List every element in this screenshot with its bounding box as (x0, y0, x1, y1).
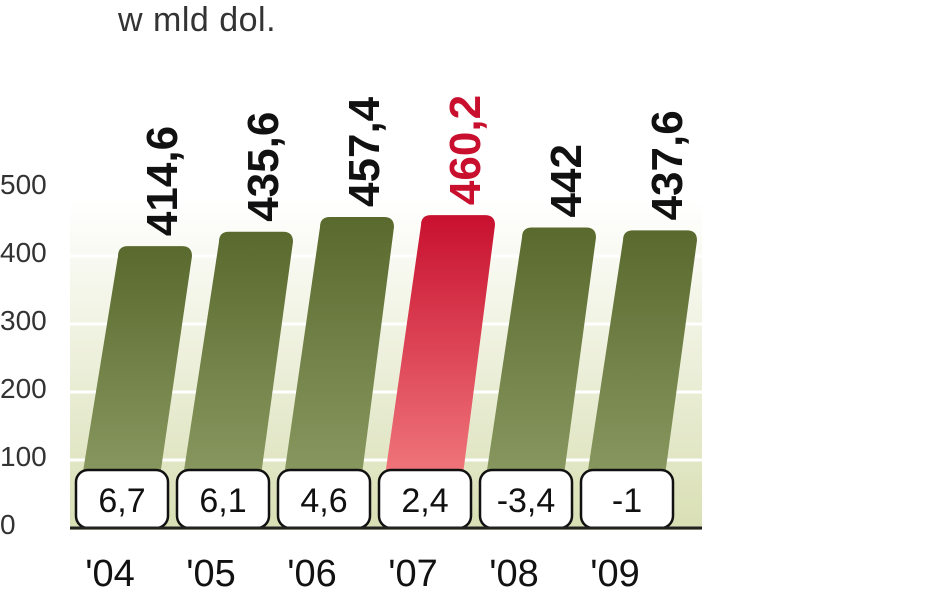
value-labels: 414,6 435,6 457,4 460,2 442 437,6 (138, 95, 692, 236)
bar (80, 246, 192, 490)
value-label: 442 (542, 144, 591, 217)
change-label: 2,4 (401, 482, 448, 520)
x-tick-label: '05 (186, 553, 236, 593)
bars (80, 215, 697, 491)
change-labels: 6,7 6,1 4,6 2,4 -3,4 -1 (74, 468, 675, 530)
chart-subtitle: w mld dol. (118, 1, 277, 39)
value-label: 437,6 (643, 110, 692, 220)
y-tick-label: 200 (0, 373, 47, 404)
x-axis-labels: '04 '05 '06 '07 '08 '09 (85, 553, 640, 593)
change-label: -1 (612, 482, 642, 520)
bar (383, 215, 495, 490)
bar (282, 216, 394, 490)
value-label: 414,6 (138, 126, 187, 236)
y-tick-label: 0 (0, 509, 16, 540)
value-label: 435,6 (239, 112, 288, 222)
change-label: 6,7 (98, 482, 145, 520)
change-label: 6,1 (199, 482, 246, 520)
bar (181, 231, 293, 491)
bar (484, 227, 596, 490)
x-tick-label: '09 (590, 553, 640, 593)
y-axis-ticks: 0 100 200 300 400 500 (0, 169, 47, 540)
y-tick-label: 300 (0, 305, 47, 336)
x-tick-label: '07 (388, 553, 438, 593)
change-label: 4,6 (300, 482, 347, 520)
y-tick-label: 500 (0, 169, 47, 200)
x-tick-label: '08 (489, 553, 539, 593)
value-label: 460,2 (441, 95, 490, 205)
y-tick-label: 100 (0, 441, 47, 472)
x-tick-label: '04 (85, 553, 135, 593)
bar (585, 230, 697, 490)
x-tick-label: '06 (287, 553, 337, 593)
value-label: 457,4 (340, 96, 389, 207)
change-label: -3,4 (497, 482, 556, 520)
y-tick-label: 400 (0, 237, 47, 268)
